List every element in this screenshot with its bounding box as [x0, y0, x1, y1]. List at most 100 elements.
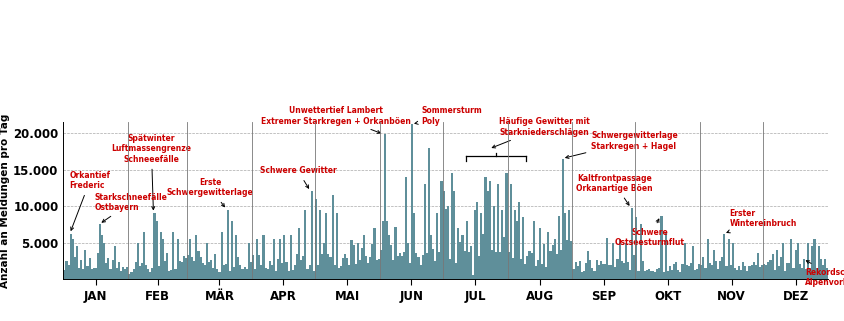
Bar — [225, 264, 226, 279]
Bar — [427, 148, 430, 279]
Bar — [279, 239, 281, 279]
Bar — [291, 270, 294, 279]
Bar — [766, 262, 769, 279]
Bar — [93, 268, 95, 279]
Bar — [536, 260, 538, 279]
Bar — [578, 261, 580, 279]
Text: Sommersturm
Poly: Sommersturm Poly — [414, 106, 482, 126]
Bar — [222, 265, 225, 279]
Bar — [86, 266, 89, 279]
Bar — [721, 257, 722, 279]
Bar — [346, 258, 348, 279]
Bar — [237, 257, 239, 279]
Bar — [473, 210, 475, 279]
Bar — [130, 272, 133, 279]
Bar — [482, 234, 484, 279]
Bar — [605, 238, 608, 279]
Bar — [329, 257, 331, 279]
Bar — [469, 246, 471, 279]
Bar — [693, 270, 695, 279]
Bar — [250, 262, 252, 279]
Bar — [639, 224, 641, 279]
Bar — [804, 269, 806, 279]
Bar — [274, 271, 277, 279]
Bar — [134, 262, 137, 279]
Bar — [557, 216, 560, 279]
Bar — [513, 210, 516, 279]
Bar — [78, 268, 80, 279]
Bar — [684, 265, 687, 279]
Bar — [155, 221, 158, 279]
Bar — [783, 271, 785, 279]
Bar — [775, 250, 776, 279]
Bar — [532, 221, 534, 279]
Bar — [206, 243, 208, 279]
Bar — [138, 266, 141, 279]
Bar — [440, 180, 442, 279]
Bar — [465, 221, 468, 279]
Bar — [154, 213, 155, 279]
Bar — [377, 259, 379, 279]
Bar — [295, 255, 298, 279]
Bar — [733, 268, 735, 279]
Bar — [689, 263, 691, 279]
Bar — [147, 269, 149, 279]
Bar — [360, 248, 363, 279]
Bar — [318, 210, 321, 279]
Bar — [281, 263, 283, 279]
Bar — [359, 260, 360, 279]
Bar — [72, 239, 73, 279]
Bar — [612, 243, 614, 279]
Bar — [199, 257, 202, 279]
Bar — [386, 221, 387, 279]
Bar — [73, 257, 76, 279]
Bar — [697, 264, 700, 279]
Bar — [327, 254, 329, 279]
Bar — [588, 260, 591, 279]
Bar — [300, 260, 302, 279]
Bar — [442, 192, 444, 279]
Bar — [771, 254, 773, 279]
Bar — [277, 259, 279, 279]
Bar — [714, 261, 717, 279]
Bar — [570, 241, 572, 279]
Bar — [793, 250, 796, 279]
Bar — [233, 267, 235, 279]
Bar — [587, 251, 588, 279]
Text: Schwere
Ostseesturmflut: Schwere Ostseesturmflut — [614, 219, 684, 247]
Bar — [455, 264, 457, 279]
Bar — [126, 267, 128, 279]
Bar — [202, 263, 203, 279]
Bar — [652, 271, 653, 279]
Bar — [670, 270, 673, 279]
Bar — [256, 239, 258, 279]
Bar — [298, 228, 300, 279]
Bar — [344, 254, 346, 279]
Bar — [754, 265, 756, 279]
Bar — [408, 263, 411, 279]
Bar — [99, 224, 101, 279]
Bar — [339, 266, 342, 279]
Bar — [308, 265, 311, 279]
Bar — [260, 265, 262, 279]
Bar — [741, 262, 744, 279]
Bar — [601, 264, 603, 279]
Bar — [352, 245, 354, 279]
Bar — [553, 239, 555, 279]
Bar — [419, 265, 421, 279]
Bar — [523, 265, 526, 279]
Bar — [572, 269, 574, 279]
Bar — [641, 261, 643, 279]
Bar — [628, 270, 630, 279]
Bar — [495, 252, 496, 279]
Bar — [809, 268, 810, 279]
Bar — [195, 235, 197, 279]
Bar — [484, 177, 486, 279]
Bar — [262, 235, 264, 279]
Bar — [116, 268, 117, 279]
Bar — [111, 260, 114, 279]
Bar — [731, 243, 733, 279]
Bar — [597, 265, 599, 279]
Bar — [592, 271, 595, 279]
Bar — [331, 195, 333, 279]
